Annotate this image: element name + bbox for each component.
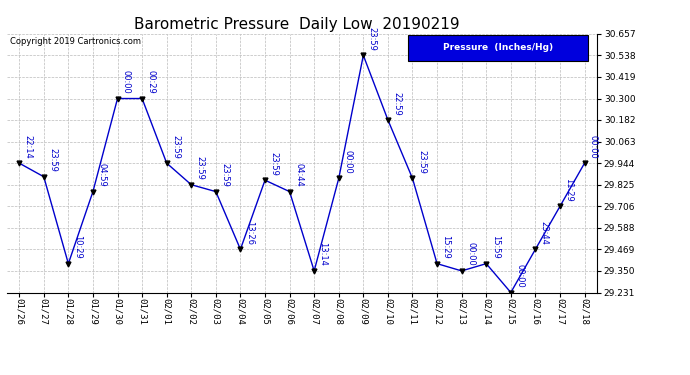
Text: 10:29: 10:29	[72, 235, 82, 259]
Text: 04:44: 04:44	[294, 163, 303, 187]
Text: Copyright 2019 Cartronics.com: Copyright 2019 Cartronics.com	[10, 38, 141, 46]
Text: 22:14: 22:14	[23, 135, 32, 159]
Text: 15:29: 15:29	[442, 235, 451, 259]
Text: 23:59: 23:59	[171, 135, 180, 159]
Text: 04:59: 04:59	[97, 163, 106, 187]
Text: 11:29: 11:29	[564, 178, 573, 202]
Text: 23:59: 23:59	[196, 156, 205, 180]
Text: Pressure  (Inches/Hg): Pressure (Inches/Hg)	[443, 44, 553, 52]
Text: 00:00: 00:00	[515, 264, 524, 288]
Text: 13:14: 13:14	[319, 242, 328, 266]
Text: 23:59: 23:59	[269, 152, 279, 176]
Text: 15:59: 15:59	[491, 235, 500, 259]
Text: 00:00: 00:00	[343, 150, 352, 174]
Text: 23:59: 23:59	[220, 163, 229, 187]
Text: 00:00: 00:00	[122, 70, 131, 94]
Bar	[408, 35, 588, 61]
Text: 23:59: 23:59	[368, 27, 377, 51]
Text: 00:29: 00:29	[146, 70, 155, 94]
Text: 23:59: 23:59	[48, 148, 57, 172]
Text: 22:59: 22:59	[393, 92, 402, 115]
Text: 00:00: 00:00	[466, 243, 475, 266]
Text: 23:44: 23:44	[540, 221, 549, 245]
Text: 13:26: 13:26	[245, 220, 254, 245]
Text: Barometric Pressure  Daily Low  20190219: Barometric Pressure Daily Low 20190219	[134, 17, 460, 32]
Text: 23:59: 23:59	[417, 150, 426, 174]
Text: 00:00: 00:00	[589, 135, 598, 159]
